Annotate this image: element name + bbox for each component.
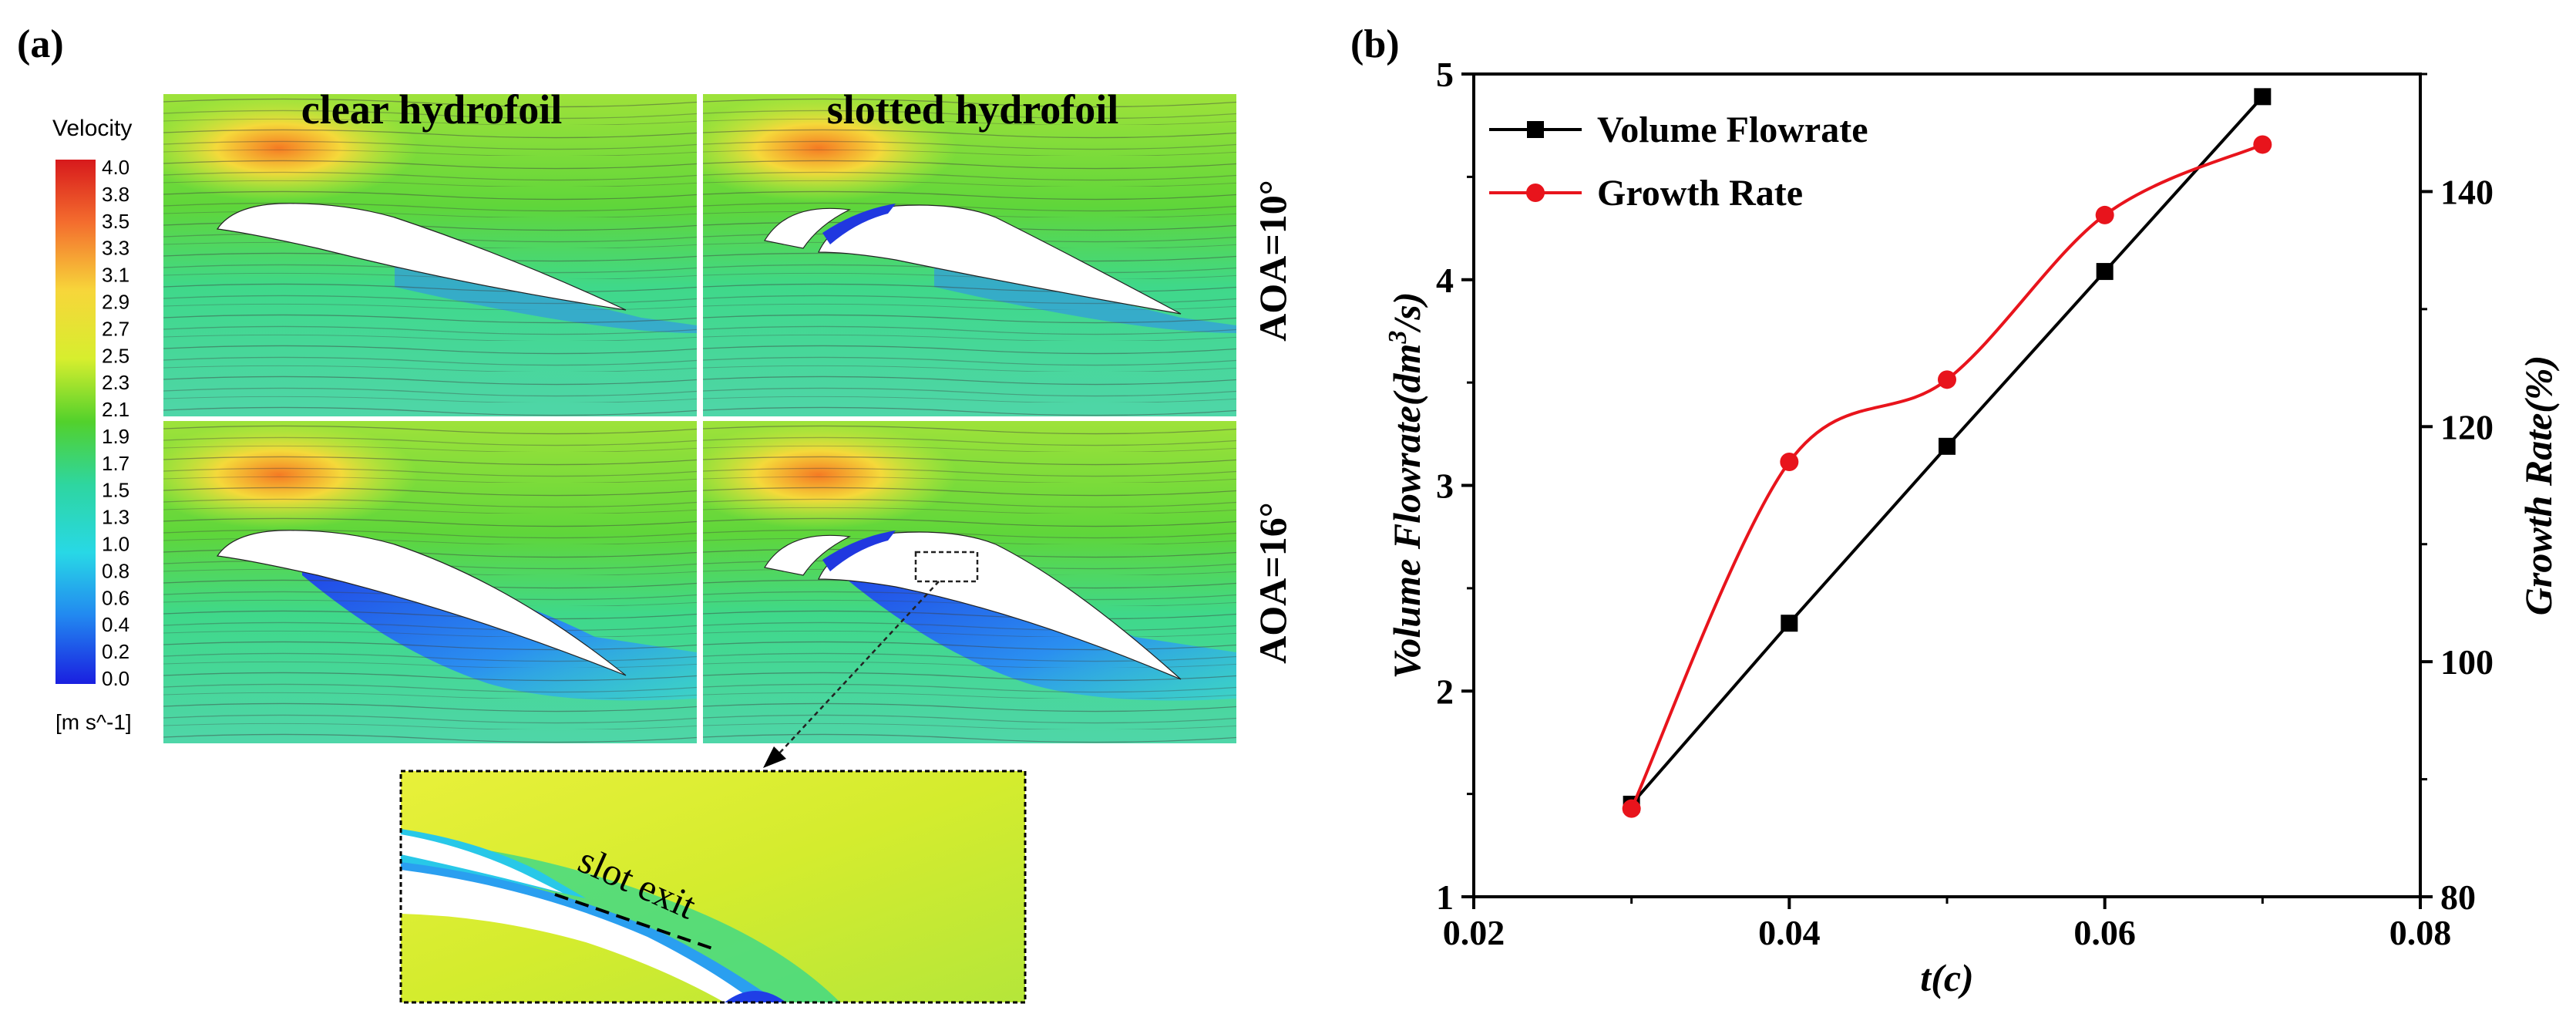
zoom-arrowhead-icon xyxy=(763,746,786,768)
x-axis-label: t(c) xyxy=(1920,956,1973,999)
y-tick-label: 2 xyxy=(1436,672,1454,711)
point-volume-flowrate xyxy=(1939,437,1956,455)
point-growth-rate xyxy=(1780,453,1799,472)
row-title-aoa16: AOA=16° xyxy=(1251,502,1294,664)
legend-tick-label: 1.5 xyxy=(102,479,129,502)
legend-tick-label: 0.8 xyxy=(102,559,129,582)
legend-tick-label: 2.9 xyxy=(102,290,129,313)
y2-tick-label: 140 xyxy=(2440,172,2494,211)
row-title-aoa10: AOA=10° xyxy=(1251,180,1294,342)
zoom-source-box xyxy=(914,551,979,583)
x-tick-label: 0.02 xyxy=(1443,913,1505,952)
y2-tick-label: 80 xyxy=(2440,877,2476,917)
legend-tick-label: 3.1 xyxy=(102,264,129,287)
y-axis-label-sup: 3 xyxy=(1384,331,1412,345)
point-growth-rate xyxy=(2253,135,2272,154)
x-tick-label: 0.08 xyxy=(2389,913,2452,952)
legend-tick-label: 0.2 xyxy=(102,640,129,663)
y2-tick-label: 120 xyxy=(2440,407,2494,446)
point-volume-flowrate xyxy=(1781,615,1798,632)
legend-tick-label: 0.6 xyxy=(102,586,129,609)
y-axis-label-tail: /s) xyxy=(1385,292,1428,334)
y-tick-label: 1 xyxy=(1436,877,1454,917)
x-tick-label: 0.06 xyxy=(2073,913,2136,952)
legend-tick-label: 3.5 xyxy=(102,210,129,233)
legend-unit: [m s^-1] xyxy=(55,710,132,734)
series-line-growth-rate xyxy=(1629,143,2264,810)
zoom-inset: slot exit xyxy=(399,770,1027,1004)
cell-clear-aoa16 xyxy=(163,421,697,743)
point-volume-flowrate xyxy=(2254,88,2272,106)
legend-tick-label: 3.3 xyxy=(102,237,129,260)
legend-tick-label: 1.3 xyxy=(102,506,129,529)
legend-marker-volume-flowrate xyxy=(1527,121,1544,138)
y-tick-label: 4 xyxy=(1436,261,1454,300)
legend-tick-label: 2.5 xyxy=(102,344,129,367)
y-tick-label: 5 xyxy=(1436,55,1454,94)
chart: 0.02 0.04 0.06 0.08 1 2 3 4 5 80 100 120 140 t(c) Volu… xyxy=(1384,55,2560,999)
cell-slotted-aoa10 xyxy=(703,94,1236,416)
panel-a-label: (a) xyxy=(17,22,64,66)
zoom-pointer-line xyxy=(778,581,940,755)
legend-title: Velocity xyxy=(52,116,132,141)
legend-tick-label: 4.0 xyxy=(102,156,129,179)
velocity-legend: Velocity 4.0 3.8 3.5 3.3 3.1 2.9 2.7 2.5 2.3 2.1 1… xyxy=(52,116,132,734)
point-volume-flowrate xyxy=(2096,263,2114,281)
point-growth-rate xyxy=(2095,205,2114,224)
legend-tick-label: 1.7 xyxy=(102,452,129,475)
legend-label-volume-flowrate: Volume Flowrate xyxy=(1597,109,1868,150)
legend-tick-label: 2.7 xyxy=(102,317,129,340)
flow-field-grid xyxy=(163,94,1236,743)
y2-tick-label: 100 xyxy=(2440,642,2494,682)
legend-tick-label: 1.9 xyxy=(102,425,129,448)
legend-marker-growth-rate xyxy=(1526,184,1545,202)
col-title-slotted: slotted hydrofoil xyxy=(827,86,1119,133)
y-tick-label: 3 xyxy=(1436,467,1454,506)
legend-tick-label: 1.0 xyxy=(102,533,129,556)
cell-slotted-aoa16 xyxy=(703,421,1236,743)
col-title-clear: clear hydrofoil xyxy=(301,86,562,133)
legend-ticks: 4.0 3.8 3.5 3.3 3.1 2.9 2.7 2.5 2.3 2.1 1.9 1.7 1.5 1… xyxy=(102,156,129,690)
legend-tick-label: 3.8 xyxy=(102,183,129,206)
panel-b-label: (b) xyxy=(1350,22,1400,66)
legend-tick-label: 0.0 xyxy=(102,667,129,690)
legend-tick-label: 2.1 xyxy=(102,398,129,421)
y2-axis-label: Growth Rate(%) xyxy=(2517,355,2560,616)
y-axis-label: Volume Flowrate(dm3/s) xyxy=(1384,292,1428,679)
point-growth-rate xyxy=(1938,370,1956,389)
point-growth-rate xyxy=(1622,799,1641,818)
y-axis-label-base: Volume Flowrate(dm xyxy=(1385,344,1428,679)
legend-tick-label: 2.3 xyxy=(102,371,129,394)
color-bar xyxy=(55,160,96,684)
x-tick-label: 0.04 xyxy=(1758,913,1821,952)
legend-tick-label: 0.4 xyxy=(102,613,129,636)
cell-clear-aoa10 xyxy=(163,94,697,416)
legend-label-growth-rate: Growth Rate xyxy=(1597,173,1803,214)
